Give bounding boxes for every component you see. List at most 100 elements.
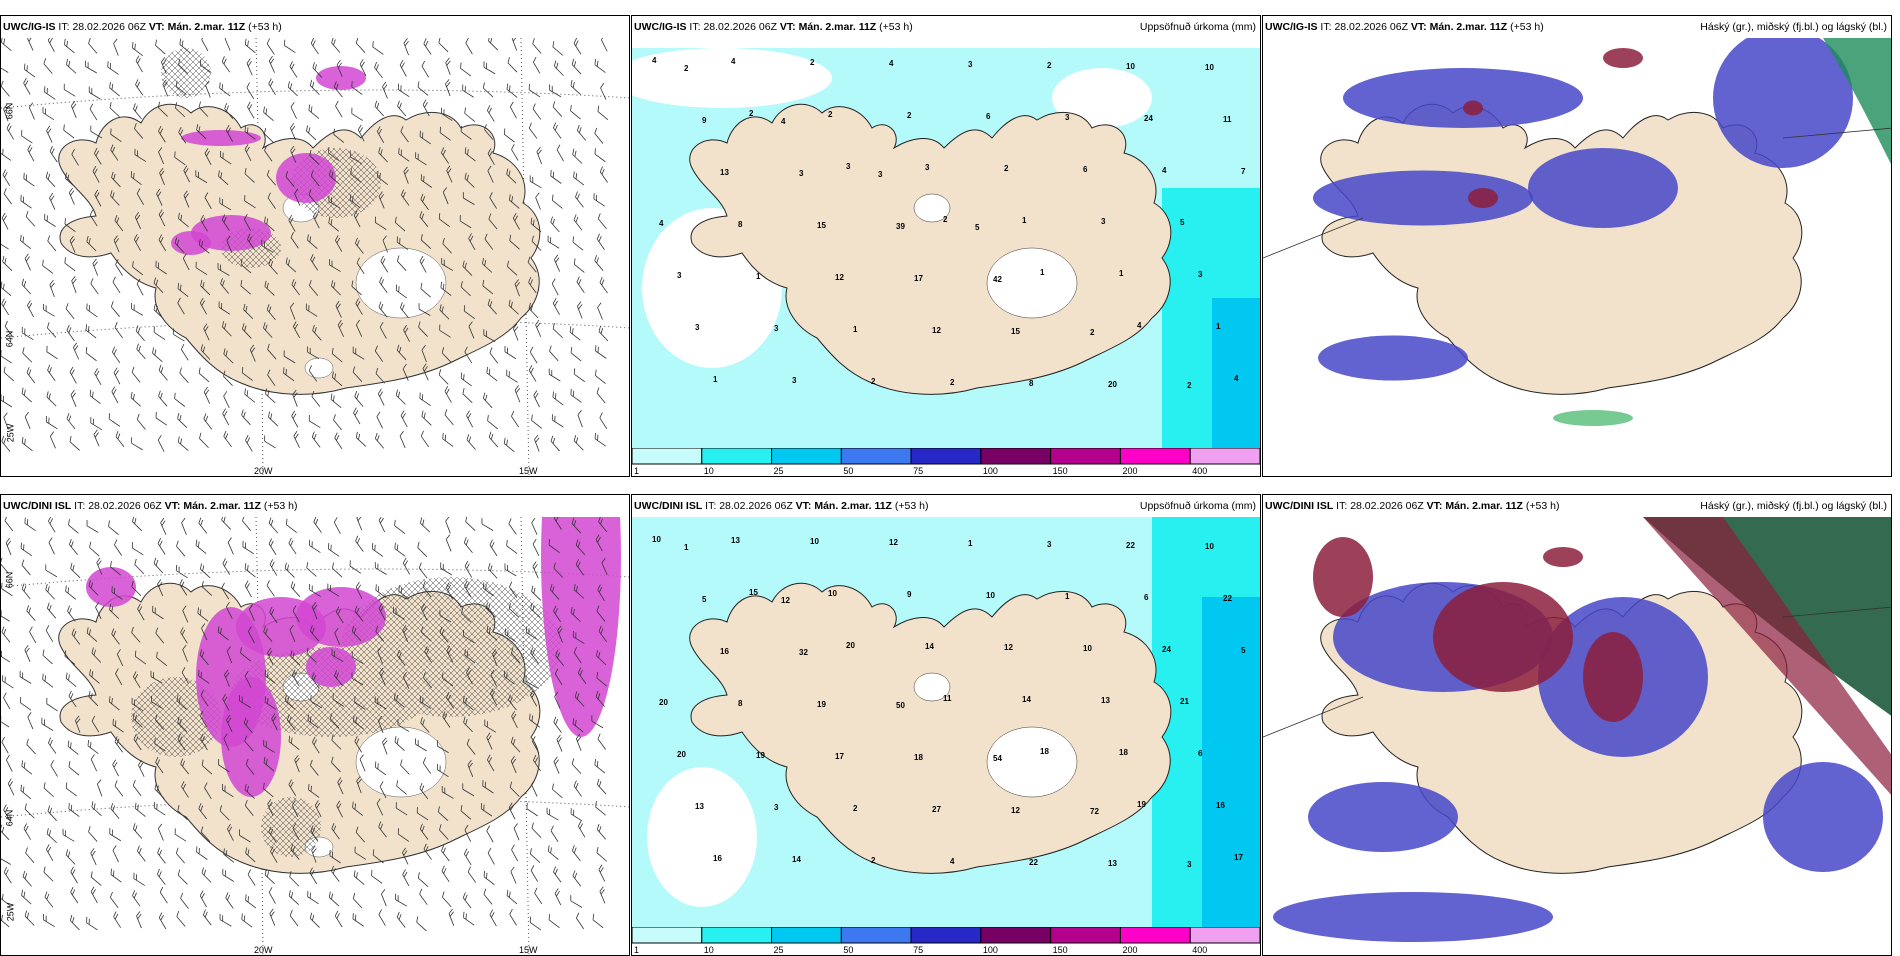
lat-label: 66N — [4, 572, 14, 589]
panel-precip-top: UWC/IG-IS IT: 28.02.2026 06Z VT: Mán. 2.… — [631, 15, 1261, 477]
precip-value: 15 — [749, 588, 758, 597]
precip-value: 5 — [702, 595, 707, 604]
lat-label: 64N — [4, 810, 14, 827]
precip-value: 1 — [1022, 216, 1027, 225]
colorbar-swatch — [1120, 448, 1190, 464]
precip-value: 19 — [756, 751, 765, 760]
precip-value: 1 — [1065, 592, 1070, 601]
high-cloud-area — [1468, 188, 1498, 208]
precip-value: 3 — [1047, 540, 1052, 549]
precip-value: 4 — [1234, 374, 1239, 383]
colorbar-tick-label: 50 — [843, 945, 853, 955]
precip-value: 6 — [1198, 749, 1203, 758]
colorbar-swatch — [702, 927, 772, 943]
precip-value: 3 — [1101, 217, 1106, 226]
precip-value: 50 — [896, 701, 905, 710]
precip-value: 2 — [871, 377, 876, 386]
colorbar-swatch — [632, 448, 702, 464]
colorbar-tick-label: 100 — [983, 466, 998, 476]
precip-value: 10 — [828, 589, 837, 598]
colorbar-swatch — [632, 927, 702, 943]
colorbar-tick-label: 400 — [1192, 466, 1207, 476]
colorbar-tick-label: 75 — [913, 945, 923, 955]
lat-label: 25W — [5, 903, 15, 922]
precip-value: 14 — [1022, 695, 1031, 704]
precip-value: 5 — [1180, 218, 1185, 227]
colorbar-swatch — [1190, 927, 1260, 943]
precip-value: 16 — [1216, 801, 1225, 810]
lat-label: 25W — [5, 424, 15, 443]
colorbar-tick-label: 1 — [634, 466, 639, 476]
precip-value: 15 — [817, 221, 826, 230]
mid-cloud-area — [1313, 171, 1533, 226]
colorbar-tick-label: 400 — [1192, 945, 1207, 955]
panel-precip-bottom: UWC/DINI ISL IT: 28.02.2026 06Z VT: Mán.… — [631, 494, 1261, 956]
cloud-map — [1263, 38, 1892, 477]
precip-value: 6 — [986, 112, 991, 121]
colorbar-tick-label: 1 — [634, 945, 639, 955]
precip-value: 14 — [925, 642, 934, 651]
glacier — [305, 358, 333, 378]
precip-value: 19 — [817, 700, 826, 709]
colorbar-tick-label: 150 — [1053, 466, 1068, 476]
panel-header: UWC/IG-IS IT: 28.02.2026 06Z VT: Mán. 2.… — [632, 16, 1260, 38]
precip-value: 7 — [1241, 167, 1246, 176]
colorbar-tick-label: 75 — [913, 466, 923, 476]
precip-value: 2 — [1004, 164, 1009, 173]
snow-area — [296, 587, 386, 647]
colorbar-tick-label: 50 — [843, 466, 853, 476]
precip-value: 20 — [1108, 380, 1117, 389]
colorbar-tick-label: 25 — [774, 945, 784, 955]
precip-value: 3 — [968, 60, 973, 69]
precip-value: 1 — [1216, 322, 1221, 331]
precip-value: 13 — [695, 802, 704, 811]
precip-value: 16 — [720, 647, 729, 656]
precip-value: 3 — [799, 169, 804, 178]
colorbar-swatch — [1051, 927, 1121, 943]
precip-value: 19 — [1137, 800, 1146, 809]
mid-cloud-area — [1343, 68, 1583, 128]
precip-value: 24 — [1144, 114, 1153, 123]
lon-label: 15W — [519, 945, 538, 955]
precip-value: 8 — [738, 220, 743, 229]
precip-value: 2 — [1047, 61, 1052, 70]
panel-header: UWC/DINI ISL IT: 28.02.2026 06Z VT: Mán.… — [1, 495, 629, 517]
mid-cloud-area — [1763, 762, 1883, 872]
precip-value: 2 — [943, 215, 948, 224]
precip-value: 4 — [889, 59, 894, 68]
snow-area — [86, 567, 136, 607]
precip-value: 54 — [993, 754, 1002, 763]
precip-value: 3 — [925, 163, 930, 172]
snow-area — [181, 130, 261, 146]
precip-value: 5 — [975, 223, 980, 232]
precip-value: 9 — [907, 590, 912, 599]
colorbar-tick-label: 10 — [704, 466, 714, 476]
precip-value: 22 — [1223, 594, 1232, 603]
high-cloud-area — [1313, 537, 1373, 617]
precip-value: 18 — [1040, 747, 1049, 756]
precip-value: 20 — [846, 641, 855, 650]
precip-value: 3 — [846, 162, 851, 171]
high-cloud-area — [1543, 547, 1583, 567]
precip-value: 22 — [1029, 858, 1038, 867]
precip-value: 17 — [914, 274, 923, 283]
colorbar-swatch — [841, 927, 911, 943]
precip-value: 1 — [756, 272, 761, 281]
colorbar-tick-label: 200 — [1122, 945, 1137, 955]
precip-value: 14 — [792, 855, 801, 864]
precip-value: 18 — [1119, 748, 1128, 757]
colorbar-swatch — [981, 448, 1051, 464]
precip-value: 1 — [968, 539, 973, 548]
snow-area — [276, 153, 336, 203]
precip-value: 3 — [1065, 113, 1070, 122]
precip-value: 6 — [1083, 165, 1088, 174]
precip-value: 1 — [853, 325, 858, 334]
colorbar-swatch — [911, 927, 981, 943]
precip-value: 17 — [835, 752, 844, 761]
precip-value: 4 — [950, 857, 955, 866]
lon-label: 20W — [254, 945, 273, 955]
precip-value: 16 — [713, 854, 722, 863]
precip-value: 2 — [1187, 381, 1192, 390]
colorbar-swatch — [1051, 448, 1121, 464]
